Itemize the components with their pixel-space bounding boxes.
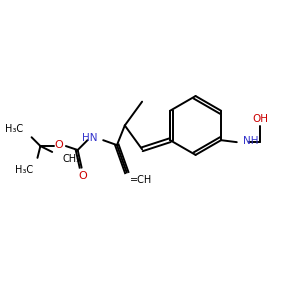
Text: O: O: [55, 140, 63, 150]
Text: HN: HN: [82, 133, 97, 143]
Text: H₃C: H₃C: [15, 165, 34, 175]
Text: O: O: [78, 170, 87, 181]
Text: =CH: =CH: [130, 176, 152, 185]
Text: H₃C: H₃C: [4, 124, 23, 134]
Text: OH: OH: [252, 114, 268, 124]
Text: NH: NH: [243, 136, 258, 146]
Text: CH₃: CH₃: [63, 154, 81, 164]
